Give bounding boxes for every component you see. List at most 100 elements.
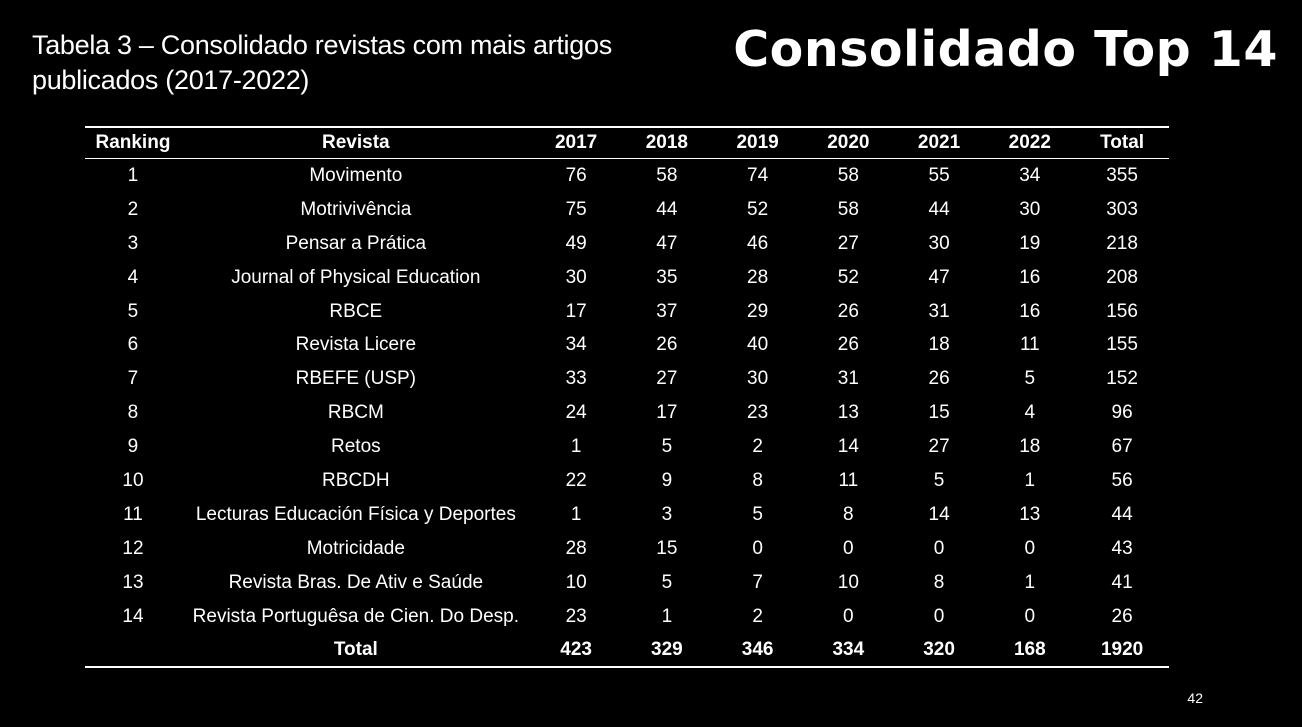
cell-y2017: 23 (565, 605, 587, 627)
cell-y2022: 18 (1019, 436, 1041, 458)
header-y2020: 2020 (802, 126, 894, 159)
cell-y2019: 23 (747, 402, 769, 424)
cell-total: 43 (1111, 537, 1133, 559)
cell-y2022: 1 (1024, 469, 1036, 491)
cell-y2022: 16 (1019, 300, 1041, 322)
cell-ranking: 6 (127, 334, 139, 356)
total-y2019: 346 (712, 633, 803, 669)
table-row: 4 Journal of Physical Education 30 35 28 52 47… (85, 261, 1169, 295)
cell-total: 152 (1106, 368, 1138, 390)
total-ranking (85, 633, 181, 669)
header-revista: Revista (180, 126, 531, 159)
cell-y2020: 10 (837, 571, 859, 593)
cell-ranking: 4 (127, 266, 139, 288)
cell-ranking: 9 (127, 436, 139, 458)
cell-y2017: 75 (565, 198, 587, 220)
table-row: 5 RBCE 17 37 29 26 31 16 156 (85, 295, 1169, 329)
total-revista: Total (180, 633, 531, 669)
cell-total: 208 (1106, 266, 1138, 288)
cell-y2021: 44 (928, 198, 950, 220)
table-row: 10 RBCDH 22 9 8 11 5 1 56 (85, 464, 1169, 498)
cell-revista: Motrivivência (300, 198, 412, 220)
cell-total: 355 (1106, 164, 1138, 186)
cell-y2019: 28 (747, 266, 769, 288)
cell-y2021: 27 (928, 436, 950, 458)
cell-ranking: 11 (123, 503, 143, 525)
cell-total: 155 (1106, 334, 1138, 356)
cell-y2018: 5 (661, 571, 673, 593)
cell-revista: RBCM (327, 402, 384, 424)
cell-y2019: 2 (752, 436, 763, 458)
cell-y2018: 58 (656, 164, 678, 186)
cell-y2020: 31 (837, 368, 859, 390)
cell-y2018: 3 (661, 503, 673, 525)
cell-total: 56 (1111, 469, 1133, 491)
header-ranking: Ranking (85, 126, 181, 159)
cell-y2022: 13 (1019, 503, 1041, 525)
cell-y2021: 26 (928, 368, 950, 390)
cell-y2017: 33 (565, 368, 587, 390)
cell-y2020: 58 (837, 164, 859, 186)
cell-total: 303 (1106, 198, 1138, 220)
cell-y2020: 8 (843, 503, 854, 525)
cell-y2020: 11 (838, 469, 859, 491)
cell-y2022: 0 (1024, 605, 1036, 627)
cell-y2019: 2 (752, 605, 763, 627)
cell-y2022: 34 (1019, 164, 1041, 186)
cell-y2022: 0 (1024, 537, 1036, 559)
cell-y2019: 29 (747, 300, 769, 322)
cell-ranking: 5 (127, 300, 139, 322)
cell-y2018: 27 (656, 368, 678, 390)
total-y2017: 423 (530, 633, 622, 669)
table-row: 3 Pensar a Prática 49 47 46 27 30 19 218 (85, 227, 1169, 261)
cell-y2017: 24 (565, 402, 587, 424)
header-y2017: 2017 (530, 126, 622, 159)
cell-revista: Pensar a Prática (285, 232, 427, 254)
journals-table: Ranking Revista 2017 2018 2019 2020 2021 2022 To… (85, 126, 1169, 669)
cell-y2017: 28 (565, 537, 587, 559)
cell-y2019: 8 (752, 469, 763, 491)
cell-y2021: 0 (933, 537, 945, 559)
cell-y2017: 34 (565, 334, 587, 356)
cell-y2021: 47 (928, 266, 950, 288)
cell-y2019: 52 (747, 198, 769, 220)
cell-y2018: 9 (661, 469, 673, 491)
cell-ranking: 2 (127, 198, 139, 220)
total-y2018: 329 (621, 633, 713, 669)
cell-revista: Retos (331, 436, 381, 458)
cell-revista: Revista Bras. De Ativ e Saúde (228, 571, 484, 593)
cell-y2017: 49 (565, 232, 587, 254)
cell-y2021: 0 (933, 605, 945, 627)
table-body: 1 Movimento 76 58 74 58 55 34 355 2 Motrivivência 7… (85, 159, 1169, 634)
cell-y2022: 1 (1024, 571, 1036, 593)
table-row: 1 Movimento 76 58 74 58 55 34 355 (85, 159, 1169, 193)
header-y2018: 2018 (621, 126, 713, 159)
cell-y2021: 31 (928, 300, 950, 322)
cell-ranking: 13 (122, 571, 144, 593)
cell-y2019: 40 (747, 334, 769, 356)
total-total: 1920 (1075, 633, 1169, 669)
table-total-row: Total 423 329 346 334 320 168 1920 (85, 633, 1169, 669)
table-row: 12 Motricidade 28 15 0 0 0 0 43 (85, 532, 1169, 566)
table-row: 14 Revista Portuguêsa de Cien. Do Desp. 23… (85, 600, 1169, 634)
cell-revista: Revista Licere (295, 334, 417, 356)
cell-ranking: 10 (122, 469, 144, 491)
cell-revista: RBCE (329, 300, 383, 322)
cell-y2021: 14 (928, 503, 950, 525)
cell-ranking: 8 (127, 402, 139, 424)
cell-revista: Motricidade (306, 537, 405, 559)
cell-y2019: 0 (752, 537, 763, 559)
cell-y2019: 7 (752, 571, 763, 593)
cell-revista: Movimento (309, 164, 403, 186)
cell-ranking: 1 (127, 164, 139, 186)
cell-ranking: 3 (127, 232, 139, 254)
cell-y2018: 17 (656, 402, 678, 424)
cell-y2022: 5 (1024, 368, 1036, 390)
cell-y2018: 37 (656, 300, 678, 322)
cell-y2021: 15 (928, 402, 950, 424)
cell-y2021: 18 (928, 334, 950, 356)
table-row: 7 RBEFE (USP) 33 27 30 31 26 5 152 (85, 362, 1169, 396)
cell-y2017: 17 (565, 300, 587, 322)
cell-revista: RBEFE (USP) (295, 368, 416, 390)
cell-total: 96 (1111, 402, 1133, 424)
